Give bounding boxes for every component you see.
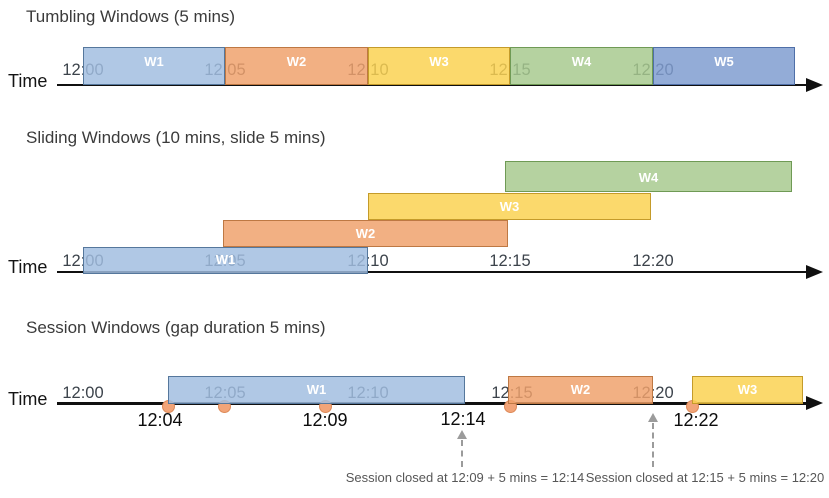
- tumbling-window-w1: W1: [83, 47, 225, 85]
- session-time-axis-label: Time: [8, 389, 48, 409]
- sliding-window-w3: W3: [368, 193, 651, 220]
- tumbling-axis-arrowhead-icon: [806, 78, 823, 92]
- sliding-section-title: Sliding Windows (10 mins, slide 5 mins): [26, 128, 326, 147]
- tumbling-time-axis-label: Time: [8, 71, 48, 91]
- callout-arrow-line: [461, 440, 463, 467]
- window-label: W3: [737, 382, 758, 397]
- session-axis-arrowhead-icon: [806, 396, 823, 410]
- tumbling-window-w3: W3: [368, 47, 510, 85]
- sliding-window-w2: W2: [223, 220, 508, 247]
- window-label: W3: [499, 199, 520, 214]
- tumbling-window-w5: W5: [653, 47, 795, 85]
- callout-arrowhead-icon: [648, 413, 658, 422]
- sliding-time-axis-label: Time: [8, 257, 48, 277]
- window-label: W2: [355, 226, 376, 241]
- window-label: W4: [638, 170, 659, 185]
- sliding-window-w4: W4: [505, 161, 792, 192]
- window-label: W4: [571, 54, 592, 69]
- window-label: W5: [714, 54, 734, 69]
- session-closed-annotation-2: Session closed at 12:15 + 5 mins = 12:20: [585, 470, 825, 485]
- tumbling-window-w4: W4: [510, 47, 653, 85]
- sliding-window-w1: W1: [83, 247, 368, 274]
- sliding-tick-1215: 12:15: [489, 252, 531, 270]
- window-label: W1: [144, 54, 164, 69]
- event-label-1214: 12:14: [440, 409, 486, 429]
- sliding-tick-1220: 12:20: [632, 252, 674, 270]
- tumbling-window-w2: W2: [225, 47, 368, 85]
- session-window-w1: W1: [168, 376, 465, 404]
- window-label: W2: [570, 382, 591, 397]
- tumbling-axis-line: [57, 84, 806, 86]
- event-label-1222: 12:22: [673, 410, 719, 430]
- session-tick-1200: 12:00: [62, 384, 104, 402]
- session-closed-annotation-1: Session closed at 12:09 + 5 mins = 12:14: [345, 470, 585, 485]
- session-window-w3: W3: [692, 376, 803, 404]
- event-label-1209: 12:09: [302, 410, 348, 430]
- sliding-axis-line: [57, 271, 806, 273]
- event-label-1204: 12:04: [137, 410, 183, 430]
- window-label: W1: [306, 382, 327, 397]
- window-label: W3: [429, 54, 449, 69]
- window-label: W2: [286, 54, 307, 69]
- callout-arrowhead-icon: [457, 430, 467, 439]
- tumbling-section-title: Tumbling Windows (5 mins): [26, 7, 236, 26]
- callout-arrow-line: [652, 423, 654, 467]
- session-window-w2: W2: [508, 376, 653, 404]
- sliding-axis-arrowhead-icon: [806, 265, 823, 279]
- session-section-title: Session Windows (gap duration 5 mins): [26, 318, 326, 337]
- window-label: W1: [215, 252, 236, 267]
